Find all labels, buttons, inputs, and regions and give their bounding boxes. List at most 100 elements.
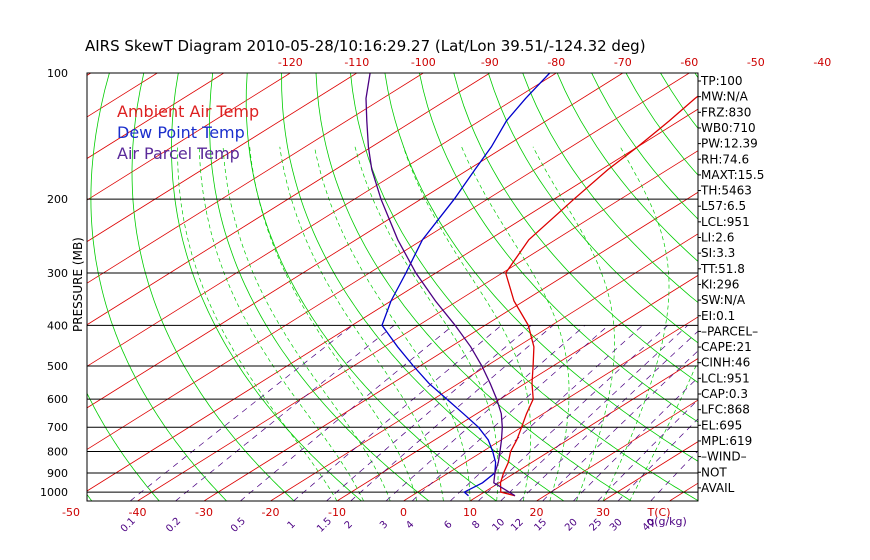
bottom-tick-label: 10 — [463, 506, 477, 519]
stat-item: LFC:868 — [701, 403, 750, 417]
stat-item: EL:695 — [701, 418, 742, 432]
isotherm-line — [0, 73, 24, 501]
moist-adiabat-line — [198, 146, 364, 501]
stat-item: L57:6.5 — [701, 199, 746, 213]
mixing-ratio-unit-label: q(g/kg) — [647, 515, 687, 528]
series-line — [365, 73, 516, 497]
pressure-tick-label: 100 — [47, 67, 68, 80]
dry-adiabat-line — [833, 73, 870, 501]
pressure-tick-label: 600 — [47, 393, 68, 406]
dry-adiabat-line — [522, 73, 698, 304]
stat-item: KI:296 — [701, 277, 739, 291]
isotherm-line — [87, 73, 358, 243]
isotherm-line — [87, 73, 557, 367]
pressure-tick-label: 700 — [47, 421, 68, 434]
mixing-ratio-label: 3 — [378, 519, 390, 531]
mixing-ratio-label: 10 — [490, 517, 507, 534]
stat-item: WB0:710 — [701, 121, 756, 135]
mixing-ratio-line — [650, 450, 698, 501]
stat-item: SW:N/A — [701, 293, 746, 307]
mixing-ratio-line — [385, 325, 586, 501]
mixing-ratio-label: 30 — [608, 517, 625, 534]
pressure-tick-label: 300 — [47, 267, 68, 280]
bottom-tick-label: 0 — [400, 506, 407, 519]
bottom-tick-label: 20 — [530, 506, 544, 519]
pressure-ticks: 100 200 300 400 500 600 700 800 900 1000 — [40, 67, 68, 499]
moist-adiabat-line — [354, 146, 499, 501]
mixing-ratio-line — [573, 377, 698, 501]
mixing-ratio-lines — [129, 325, 698, 501]
isotherm-line — [270, 233, 698, 501]
dry-adiabat-lines — [87, 73, 870, 501]
stat-item: CAP:0.3 — [701, 387, 748, 401]
moist-adiabat-line — [222, 146, 391, 501]
dry-adiabat-line — [419, 73, 698, 423]
moist-adiabat-line — [314, 146, 471, 501]
isotherm-line — [87, 73, 424, 284]
sounding-series — [365, 73, 698, 497]
mixing-ratio-label: 0.2 — [164, 516, 183, 535]
dry-adiabat-line — [245, 73, 497, 501]
isotherm-line — [669, 482, 698, 501]
top-tick-label: -120 — [278, 56, 303, 69]
bottom-tick-label: -30 — [195, 506, 213, 519]
mixing-ratio-label: 6 — [442, 519, 454, 531]
bottom-unit-label: T(C) — [647, 506, 671, 519]
stat-item: PW:12.39 — [701, 137, 758, 151]
plot-frame — [86, 72, 699, 502]
dry-adiabat-line — [87, 392, 160, 501]
mixing-ratio-line — [129, 325, 353, 501]
dry-adiabat-line — [281, 73, 565, 501]
stat-item: MPL:619 — [701, 434, 752, 448]
legend-entry: Dew Point Temp — [117, 123, 245, 142]
series-line — [381, 73, 551, 497]
dry-adiabat-line — [487, 73, 698, 344]
dry-adiabat-line — [131, 73, 295, 501]
legend-entry: Air Parcel Temp — [117, 144, 240, 163]
mixing-ratio-label: 8 — [470, 519, 482, 531]
dry-adiabat-line — [384, 73, 698, 462]
isotherm-line — [336, 274, 698, 501]
mixing-ratio-line — [175, 325, 395, 501]
top-tick-label: -90 — [481, 56, 499, 69]
isotherm-line — [87, 73, 225, 159]
mixing-ratio-label: 25 — [588, 517, 605, 534]
mixing-ratio-line — [597, 399, 698, 501]
isotherm-line — [87, 73, 491, 326]
stat-item: EI:0.1 — [701, 309, 735, 323]
moist-adiabat-line — [602, 146, 670, 501]
isotherm-line — [87, 73, 291, 201]
legend-entry: Ambient Air Temp — [117, 102, 259, 121]
bottom-tick-label: -20 — [262, 506, 280, 519]
mixing-ratio-line — [411, 325, 609, 501]
mixing-ratio-line — [478, 325, 669, 501]
bottom-temperature-ticks: -50 -40 -30 -20 -10 0 10 20 30 — [62, 506, 610, 519]
dry-adiabat-line — [660, 73, 698, 129]
stat-item: NOT — [701, 465, 727, 479]
dry-adiabat-line — [453, 73, 698, 384]
top-tick-label: -80 — [547, 56, 565, 69]
top-temperature-ticks: -120 -110 -100 -90 -80 -70 -60 -50 -40 — [278, 56, 831, 69]
pressure-tick-label: 400 — [47, 319, 68, 332]
dry-adiabat-line — [556, 73, 698, 262]
mixing-ratio-line — [519, 330, 698, 501]
top-tick-label: -70 — [614, 56, 632, 69]
stat-item: MW:N/A — [701, 90, 749, 104]
mixing-ratio-line — [500, 325, 689, 501]
stat-item: FRZ:830 — [701, 105, 751, 119]
mixing-ratio-line — [449, 325, 643, 501]
mixing-ratio-label: 2 — [343, 519, 355, 531]
top-tick-label: -110 — [344, 56, 369, 69]
top-tick-label: -50 — [747, 56, 765, 69]
pressure-tick-label: 800 — [47, 446, 68, 459]
moist-adiabat-line — [249, 146, 418, 501]
mixing-ratio-line — [240, 325, 454, 501]
stat-item: MAXT:15.5 — [701, 168, 764, 182]
bottom-tick-label: 30 — [596, 506, 610, 519]
pressure-tick-label: 1000 — [40, 486, 68, 499]
stat-item: AVAIL — [701, 481, 735, 495]
mixing-ratio-line — [542, 350, 698, 501]
dry-adiabat-line — [798, 73, 870, 501]
stat-item: –PARCEL– — [701, 324, 758, 338]
